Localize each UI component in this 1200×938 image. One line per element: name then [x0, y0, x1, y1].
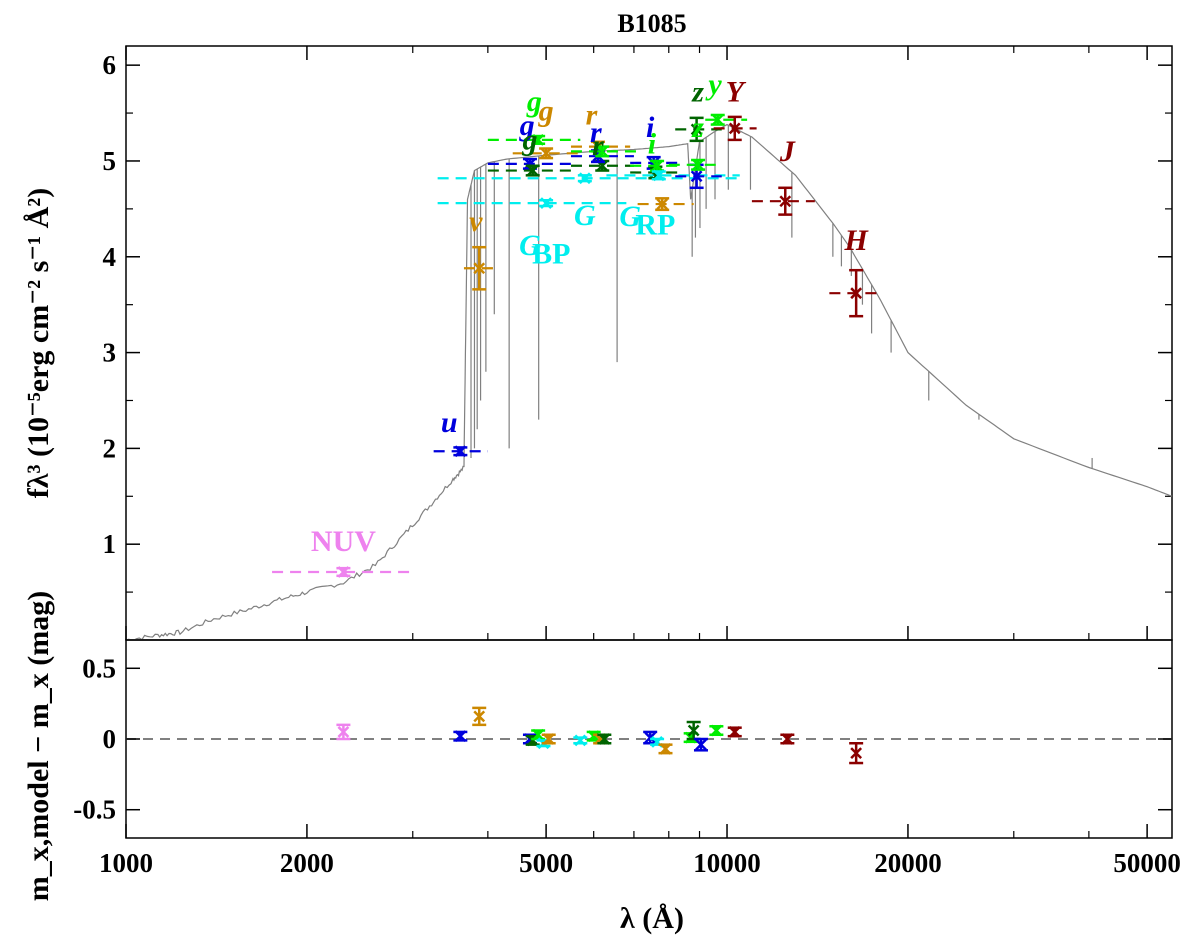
band-label: r: [586, 99, 598, 132]
band-label: i: [646, 111, 655, 144]
band-label: G: [574, 199, 596, 232]
band-label: H: [843, 224, 869, 257]
data-point-marker: [695, 738, 707, 751]
band-label: g: [519, 109, 535, 142]
x-tick-label: 20000: [874, 848, 942, 878]
band-label: z: [691, 76, 704, 109]
chart-title: B1085: [617, 9, 686, 38]
data-point-marker: [779, 195, 792, 208]
band-label: u: [441, 406, 458, 439]
x-tick-label: 1000: [99, 848, 153, 878]
band-label: g: [538, 95, 554, 128]
data-point-marker: [652, 169, 665, 182]
data-point-marker: [687, 724, 700, 737]
data-point-marker: [587, 730, 600, 743]
data-point-marker: [454, 445, 467, 458]
data-point-marker: [598, 733, 611, 745]
bottom-y-tick-label: 0.5: [82, 653, 116, 683]
bottom-y-tick-label: -0.5: [73, 795, 116, 825]
band-label: r: [590, 116, 602, 149]
band-label: G: [519, 229, 541, 262]
top-y-tick-label: 6: [103, 50, 117, 80]
data-point-marker: [710, 724, 723, 737]
band-label: z: [691, 111, 704, 144]
x-tick-label: 50000: [1113, 848, 1181, 878]
data-point-marker: [728, 726, 741, 738]
band-label: g: [521, 123, 537, 156]
x-tick-label: 5000: [519, 848, 573, 878]
top-y-tick-label: 2: [103, 433, 117, 463]
band-label: G: [619, 200, 641, 233]
data-point-marker: [532, 134, 545, 146]
data-point-marker: [728, 122, 741, 135]
band-label: J: [779, 135, 796, 168]
band-label: Y: [726, 76, 747, 109]
band-label: r: [592, 129, 604, 162]
data-point-marker: [540, 147, 552, 160]
band-label: v: [469, 205, 483, 238]
model-spectrum-line: [125, 123, 1173, 641]
data-point-marker: [659, 743, 672, 755]
data-point-marker: [711, 113, 724, 126]
top-y-axis: 1 2 3 4 5 6: [103, 50, 1172, 593]
data-point-marker: [850, 747, 863, 760]
data-point-marker: [473, 710, 486, 723]
data-point-marker: [532, 728, 545, 741]
band-label: NUV: [311, 525, 376, 558]
data-point-marker: [473, 262, 486, 275]
bottom-y-tick-label: 0: [103, 724, 117, 754]
top-y-tick-label: 4: [103, 242, 117, 272]
top-y-tick-label: 5: [103, 146, 117, 176]
bottom-panel: 0.5 0 -0.5 m_x,model − m_x (mag): [22, 591, 1173, 901]
data-point-marker: [337, 726, 350, 738]
x-axis: 1000 2000 5000 10000 20000 50000: [99, 46, 1181, 878]
data-point-marker: [781, 733, 794, 745]
data-point-marker: [574, 734, 587, 747]
band-label: i: [648, 127, 657, 160]
model-spectrum-absorption-lines: [470, 125, 1093, 469]
data-point-marker: [454, 730, 467, 743]
x-axis-label: λ (Å): [620, 902, 684, 935]
data-point-marker: [540, 197, 552, 210]
top-y-axis-label: fλ³ (10⁻⁵erg cm⁻² s⁻¹ Å²): [22, 188, 55, 498]
data-point-marker: [690, 123, 703, 136]
x-tick-label: 2000: [280, 848, 334, 878]
x-tick-label: 10000: [693, 848, 761, 878]
data-point-marker: [656, 198, 669, 210]
top-y-tick-label: 1: [103, 529, 117, 559]
data-point-marker: [692, 158, 704, 171]
data-point-marker: [850, 287, 863, 300]
photometry-points: [272, 113, 881, 578]
band-label: BP: [532, 237, 570, 270]
top-y-tick-label: 3: [103, 338, 117, 368]
data-point-marker: [644, 731, 657, 744]
data-point-marker: [542, 733, 555, 745]
band-label: g: [526, 85, 542, 118]
data-point-marker: [578, 172, 591, 185]
data-point-marker: [690, 170, 703, 183]
data-point-marker: [526, 164, 539, 177]
data-point-marker: [651, 159, 663, 172]
data-point-marker: [596, 145, 609, 158]
band-label: RP: [635, 209, 675, 242]
residual-points: [336, 706, 864, 765]
bottom-y-axis-label: m_x,model − m_x (mag): [22, 591, 55, 901]
data-point-marker: [337, 566, 350, 578]
band-label: y: [705, 68, 722, 101]
bottom-y-axis: 0.5 0 -0.5: [73, 653, 1172, 825]
